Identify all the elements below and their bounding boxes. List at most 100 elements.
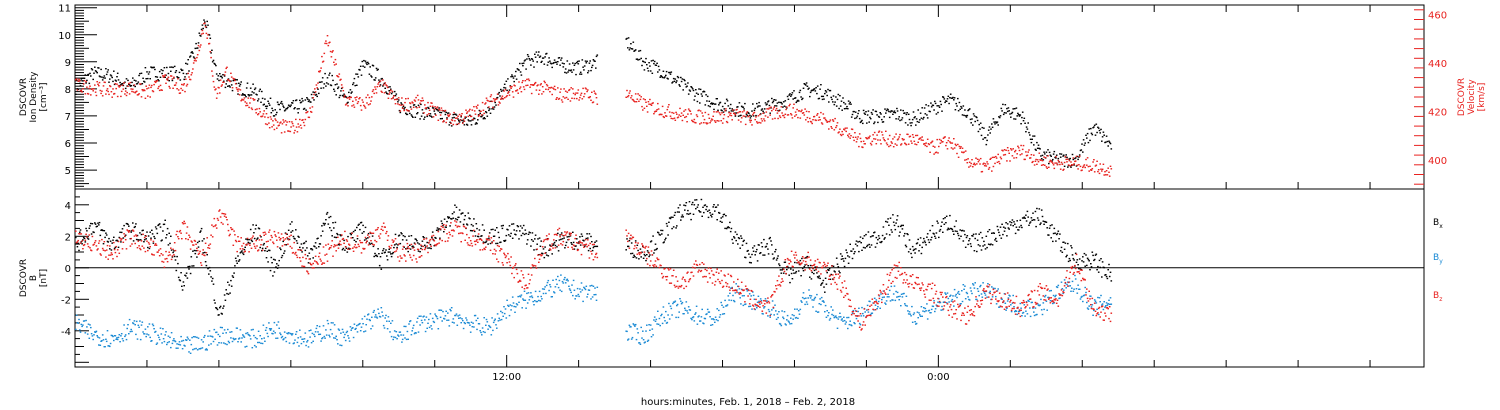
density-series-point xyxy=(930,106,933,108)
field-series-bx-point xyxy=(635,257,638,259)
velocity-series-point xyxy=(847,134,849,136)
velocity-series-point xyxy=(742,115,745,117)
field-series-bx-point xyxy=(820,284,822,286)
field-series-bx-point xyxy=(694,199,696,201)
field-series-bx-point xyxy=(107,241,109,243)
density-series-point xyxy=(84,74,87,76)
field-series-by-point xyxy=(835,315,837,317)
field-series-bx-point xyxy=(362,224,364,227)
density-series-point xyxy=(143,81,146,83)
velocity-series-point xyxy=(630,95,633,97)
field-series-by-point xyxy=(523,290,526,292)
velocity-series-point xyxy=(758,121,760,124)
density-series-point xyxy=(191,51,193,53)
field-series-bx-point xyxy=(943,223,946,225)
velocity-series-point xyxy=(355,99,357,101)
density-series-point xyxy=(359,69,361,71)
field-series-bx-point xyxy=(419,251,421,253)
field-series-bx-point xyxy=(997,229,999,231)
field-series-bx-point xyxy=(226,292,228,295)
field-series-by-point xyxy=(81,325,83,328)
velocity-series-point xyxy=(289,130,292,133)
field-series-by-point xyxy=(494,318,496,320)
density-series-point xyxy=(293,108,295,110)
velocity-series-point xyxy=(381,91,383,93)
field-series-by-point xyxy=(224,343,227,345)
field-series-bx-point xyxy=(823,286,825,288)
velocity-series-point xyxy=(648,103,650,105)
field-series-bx-point xyxy=(790,272,793,275)
field-series-by-point xyxy=(684,307,686,309)
density-series-point xyxy=(653,62,655,65)
velocity-series-point xyxy=(323,52,326,55)
density-series-point xyxy=(212,59,215,62)
density-series-point xyxy=(775,105,778,107)
field-series-bx-point xyxy=(859,236,862,238)
velocity-series-point xyxy=(942,137,945,139)
density-series-point xyxy=(1011,111,1014,114)
field-series-by-point xyxy=(343,336,345,339)
field-series-bx-point xyxy=(134,225,136,228)
density-series-point xyxy=(534,53,536,55)
velocity-series-point xyxy=(687,108,690,110)
density-series-point xyxy=(175,70,178,72)
field-series-bx-point xyxy=(253,237,256,240)
field-series-by-point xyxy=(439,309,441,311)
velocity-series-point xyxy=(161,89,163,91)
velocity-series-point xyxy=(593,90,595,92)
velocity-series-point xyxy=(242,99,245,101)
field-series-by-point xyxy=(593,294,595,296)
density-series-point xyxy=(357,76,360,78)
velocity-series-point xyxy=(1024,158,1026,161)
velocity-series-point xyxy=(451,119,454,122)
density-series-point xyxy=(566,60,569,62)
field-series-by-point xyxy=(838,316,840,318)
velocity-series-point xyxy=(672,118,674,120)
velocity-series-point xyxy=(582,87,584,90)
density-series-point xyxy=(672,77,675,80)
density-series-point xyxy=(198,32,201,34)
field-series-bx-point xyxy=(1099,266,1101,269)
velocity-series-point xyxy=(272,120,274,122)
field-series-bx-point xyxy=(976,250,978,253)
field-series-bx-point xyxy=(192,250,194,252)
field-series-by-point xyxy=(790,322,793,325)
field-series-bx-point xyxy=(945,222,947,224)
velocity-series-point xyxy=(168,85,170,88)
field-series-by-point xyxy=(639,343,642,345)
velocity-series-point xyxy=(194,58,197,60)
field-series-by-point xyxy=(695,305,698,307)
density-series-point xyxy=(953,97,956,99)
density-series-point xyxy=(722,111,725,113)
density-series-point xyxy=(1080,149,1083,151)
field-series-bx-point xyxy=(332,222,334,224)
field-series-by-point xyxy=(718,316,721,318)
velocity-series-point xyxy=(192,68,194,70)
field-series-bx-point xyxy=(870,244,873,246)
density-series-point xyxy=(945,100,947,102)
density-series-point xyxy=(596,54,599,56)
density-series-point xyxy=(752,103,754,105)
density-series-point xyxy=(1074,157,1076,160)
density-series-point xyxy=(352,82,355,84)
density-series-point xyxy=(261,90,263,93)
field-series-by-point xyxy=(630,326,632,328)
field-series-by-point xyxy=(555,278,557,281)
velocity-series-point xyxy=(1101,170,1103,172)
density-series-point xyxy=(1009,113,1011,115)
field-series-by-point xyxy=(827,314,829,317)
velocity-series-point xyxy=(348,98,351,100)
velocity-series-point xyxy=(1099,163,1101,165)
density-series-point xyxy=(461,119,463,122)
velocity-series-point xyxy=(935,151,938,153)
field-series-bx-point xyxy=(944,217,946,219)
velocity-series-point xyxy=(724,110,726,112)
density-series-point xyxy=(294,107,296,109)
field-series-by-point xyxy=(722,306,725,308)
field-series-bx-point xyxy=(680,216,683,218)
velocity-series-point xyxy=(832,120,835,122)
velocity-series-point xyxy=(186,83,189,86)
velocity-series-point xyxy=(676,113,678,115)
velocity-series-point xyxy=(249,102,251,104)
density-series-point xyxy=(586,60,588,62)
